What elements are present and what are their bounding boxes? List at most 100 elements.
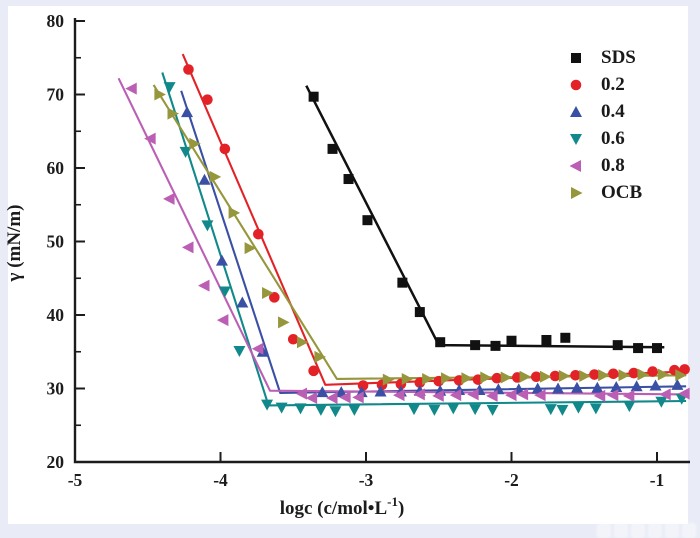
data-point bbox=[552, 382, 565, 394]
data-point bbox=[530, 371, 542, 383]
data-point bbox=[392, 389, 405, 402]
data-point bbox=[335, 386, 348, 398]
data-point bbox=[593, 389, 606, 402]
data-point bbox=[571, 186, 583, 199]
data-point bbox=[251, 342, 264, 355]
legend-item-0.2: 0.2 bbox=[560, 71, 642, 98]
legend-item-0.8: 0.8 bbox=[560, 152, 642, 179]
data-point bbox=[314, 404, 327, 416]
y-axis-title: γ (mN/m) bbox=[4, 205, 25, 283]
data-point bbox=[657, 368, 670, 381]
watermark-glyph bbox=[665, 523, 679, 538]
data-point bbox=[591, 381, 604, 393]
series-points-SDS bbox=[308, 91, 662, 354]
y-tick-label: 40 bbox=[47, 305, 65, 325]
legend-item-OCB: OCB bbox=[560, 179, 642, 206]
y-tick-label: 60 bbox=[47, 158, 65, 178]
data-point bbox=[671, 378, 684, 390]
data-point bbox=[125, 82, 137, 95]
x-tick-label: -3 bbox=[359, 470, 374, 490]
legend-marker-square-icon bbox=[571, 52, 581, 63]
data-point bbox=[294, 403, 307, 415]
legend-label: SDS bbox=[601, 47, 636, 68]
data-point bbox=[461, 372, 473, 385]
data-point bbox=[678, 387, 690, 400]
data-point bbox=[647, 366, 658, 377]
data-point bbox=[633, 343, 644, 354]
data-point bbox=[167, 107, 179, 120]
data-point bbox=[253, 228, 264, 240]
data-point bbox=[339, 391, 351, 404]
data-point bbox=[506, 335, 517, 346]
data-point bbox=[269, 292, 280, 303]
data-point bbox=[287, 333, 299, 345]
legend-label: 0.4 bbox=[601, 101, 625, 122]
data-point bbox=[316, 386, 329, 398]
legend-label: 0.8 bbox=[601, 155, 625, 176]
data-point bbox=[608, 368, 619, 380]
fit-line bbox=[152, 84, 687, 380]
legend-marker-triangle-left-icon bbox=[569, 159, 581, 172]
data-point bbox=[622, 389, 635, 402]
x-axis-title: logc (c/mol•L-1) bbox=[280, 494, 405, 519]
data-point bbox=[154, 88, 166, 101]
axis-spines bbox=[73, 18, 690, 464]
data-point bbox=[655, 396, 668, 408]
data-point bbox=[278, 316, 290, 329]
data-point bbox=[215, 254, 228, 266]
data-point bbox=[314, 350, 326, 363]
data-point bbox=[428, 404, 441, 416]
legend-marker-circle-icon bbox=[570, 79, 582, 90]
data-point bbox=[630, 380, 643, 392]
legend-label: 0.6 bbox=[601, 128, 625, 149]
data-point bbox=[228, 206, 241, 219]
data-point bbox=[469, 404, 482, 416]
data-point bbox=[572, 402, 585, 414]
data-point bbox=[163, 82, 176, 94]
x-tick-label: -1 bbox=[650, 470, 665, 490]
data-point bbox=[202, 94, 213, 105]
series-line-0.8 bbox=[117, 77, 687, 396]
data-point bbox=[505, 389, 517, 402]
data-point bbox=[295, 387, 307, 400]
data-point bbox=[675, 369, 687, 382]
data-point bbox=[570, 105, 582, 117]
series-points-0.8 bbox=[125, 82, 690, 405]
series-points-OCB bbox=[154, 88, 687, 386]
legend-marker-triangle-right-icon bbox=[571, 186, 583, 199]
watermark-glyph bbox=[682, 523, 696, 538]
data-point bbox=[261, 399, 274, 411]
legend-item-SDS: SDS bbox=[560, 44, 642, 71]
data-point bbox=[198, 173, 211, 185]
figure bbox=[8, 6, 688, 524]
data-point bbox=[679, 364, 690, 375]
data-point bbox=[541, 334, 552, 345]
data-point bbox=[560, 332, 571, 343]
x-tick-label: -4 bbox=[213, 470, 228, 490]
data-point bbox=[197, 279, 210, 292]
y-tick-label: 50 bbox=[47, 232, 65, 252]
data-point bbox=[219, 143, 231, 155]
fit-line bbox=[117, 77, 687, 396]
data-point bbox=[209, 170, 222, 183]
data-point bbox=[649, 379, 662, 391]
data-point bbox=[470, 340, 481, 351]
data-point bbox=[558, 370, 571, 383]
data-point bbox=[486, 404, 499, 416]
watermark-glyph bbox=[631, 523, 645, 538]
data-point bbox=[570, 79, 582, 90]
legend-label: 0.2 bbox=[601, 74, 625, 95]
data-point bbox=[183, 64, 194, 75]
watermark bbox=[597, 520, 696, 538]
data-point bbox=[432, 389, 444, 402]
data-point bbox=[308, 91, 319, 102]
data-point bbox=[610, 381, 623, 393]
data-point bbox=[362, 215, 373, 226]
data-point bbox=[218, 286, 231, 298]
data-point bbox=[623, 401, 636, 413]
y-tick-label: 30 bbox=[47, 379, 65, 399]
data-point bbox=[189, 137, 201, 150]
series-line-OCB bbox=[152, 84, 687, 380]
